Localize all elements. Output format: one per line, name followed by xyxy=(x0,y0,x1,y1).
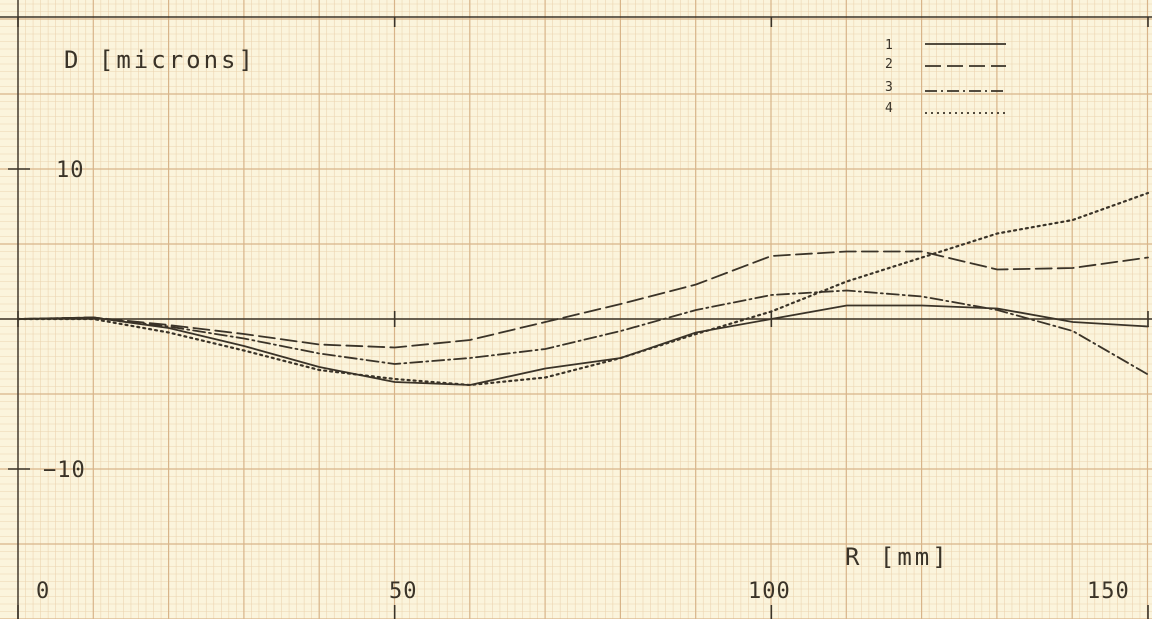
tick-labels: 0 50 100 150 10 −10 xyxy=(36,158,1130,604)
legend-label-1: 1 xyxy=(885,38,893,53)
x-tick-label-100: 100 xyxy=(748,579,791,604)
legend-label-3: 3 xyxy=(885,80,893,95)
x-tick-label-50: 50 xyxy=(389,579,418,604)
y-tick-label-minus-10: −10 xyxy=(43,458,86,483)
x-axis-title: R [mm] xyxy=(845,543,950,571)
y-axis-title: D [microns] xyxy=(64,46,256,74)
x-tick-label-0: 0 xyxy=(36,579,50,604)
x-tick-label-150: 150 xyxy=(1087,579,1130,604)
legend-label-2: 2 xyxy=(885,57,893,72)
series-3-line xyxy=(17,289,1149,376)
y-tick-label-10: 10 xyxy=(56,158,85,183)
legend: 1 2 3 4 xyxy=(885,38,1006,116)
series-1-line xyxy=(17,304,1149,386)
series-layer xyxy=(16,191,1150,387)
tick-marks xyxy=(8,17,1149,619)
series-2-line xyxy=(17,250,1149,349)
legend-label-4: 4 xyxy=(885,101,893,116)
